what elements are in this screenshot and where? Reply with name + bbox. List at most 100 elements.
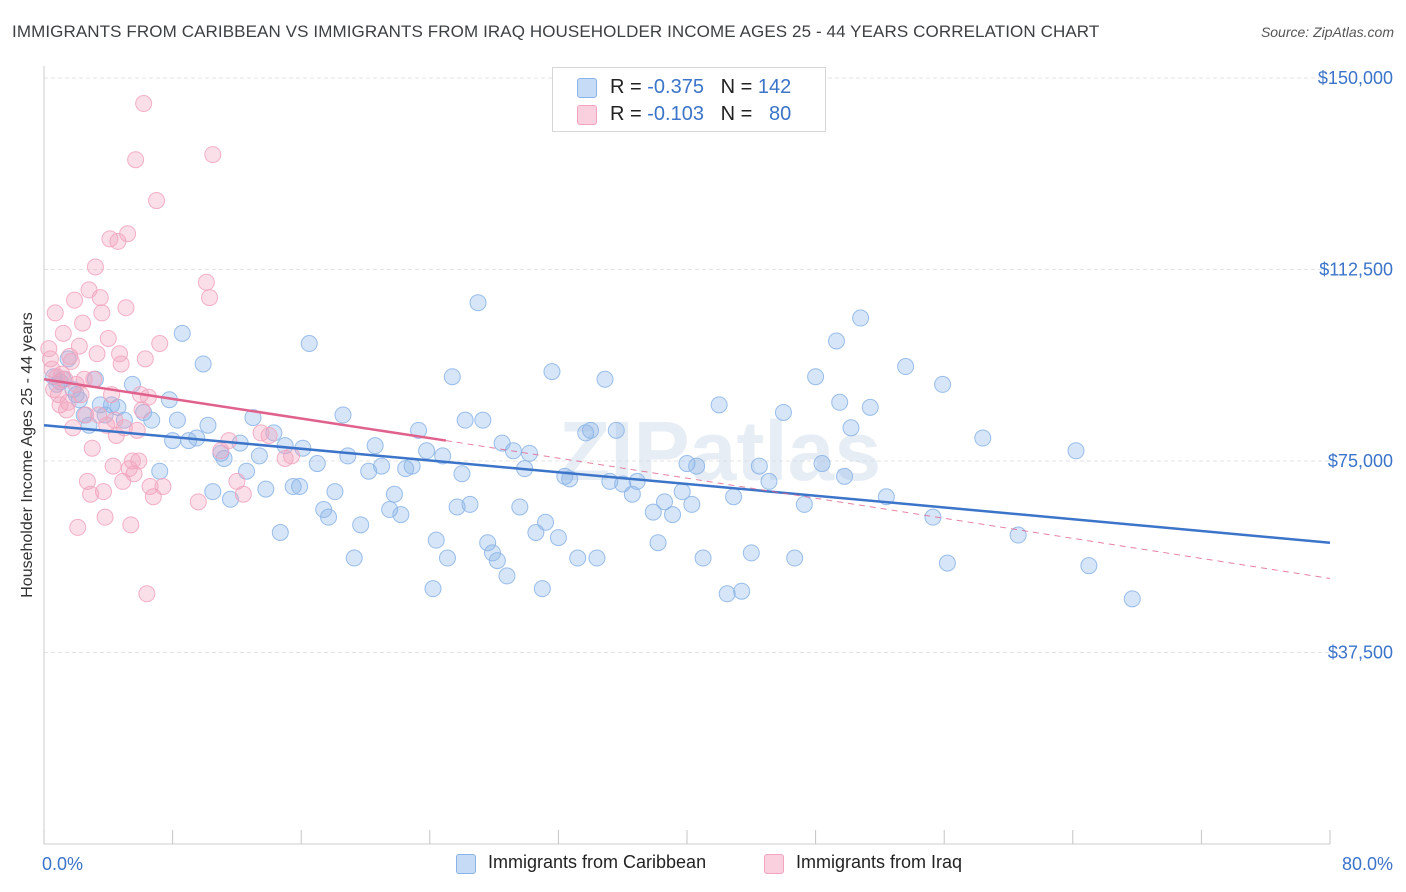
caribbean-point xyxy=(424,580,442,598)
legend-r-label: R = xyxy=(610,76,648,98)
caribbean-swatch xyxy=(577,78,597,98)
iraq-point xyxy=(104,457,122,475)
legend-r-label: R = xyxy=(610,103,648,125)
caribbean-point xyxy=(339,447,357,465)
caribbean-point xyxy=(649,534,667,552)
caribbean-point xyxy=(360,462,378,480)
caribbean-point xyxy=(265,424,283,442)
caribbean-point xyxy=(861,398,879,416)
y-tick-label: $37,500 xyxy=(1328,643,1393,663)
iraq-point xyxy=(117,299,135,317)
caribbean-point xyxy=(456,411,474,429)
iraq-point xyxy=(119,225,137,243)
caribbean-point xyxy=(373,457,391,475)
caribbean-point xyxy=(760,472,778,490)
legend-n-value: 80 xyxy=(769,103,792,125)
caribbean-point xyxy=(199,416,217,434)
caribbean-point xyxy=(469,294,487,312)
iraq-point xyxy=(197,273,215,291)
iraq-point xyxy=(283,447,301,465)
y-tick-label: $150,000 xyxy=(1318,68,1393,88)
iraq-point xyxy=(86,258,104,276)
caribbean-point xyxy=(786,549,804,567)
caribbean-point xyxy=(448,498,466,516)
legend-r-value: -0.103 xyxy=(647,103,704,125)
iraq-point xyxy=(130,452,148,470)
caribbean-point xyxy=(352,516,370,534)
caribbean-point xyxy=(664,506,682,524)
caribbean-point xyxy=(924,508,942,526)
iraq-point xyxy=(74,314,92,332)
caribbean-point xyxy=(164,432,182,450)
caribbean-trend-line xyxy=(43,424,1331,544)
caribbean-point xyxy=(683,495,701,513)
caribbean-point xyxy=(533,580,551,598)
caribbean-point xyxy=(827,332,845,350)
caribbean-point xyxy=(582,421,600,439)
caribbean-point xyxy=(934,375,952,393)
iraq-point xyxy=(96,508,114,526)
caribbean-point xyxy=(688,457,706,475)
iraq-point xyxy=(66,291,84,309)
caribbean-point xyxy=(385,485,403,503)
correlation-legend: R = -0.375 N = 142 R = -0.103 N = 80 xyxy=(552,67,826,132)
caribbean-point xyxy=(498,567,516,585)
trend-lines xyxy=(43,378,1331,579)
bottom-legend-iraq-label: Immigrants from Iraq xyxy=(796,852,963,872)
caribbean-points xyxy=(45,294,1141,608)
iraq-point xyxy=(189,493,207,511)
caribbean-point xyxy=(1123,590,1141,608)
caribbean-point xyxy=(151,462,169,480)
caribbean-point xyxy=(300,335,318,353)
iraq-point xyxy=(91,289,109,307)
iraq-point xyxy=(70,337,88,355)
bottom-legend-caribbean-label: Immigrants from Caribbean xyxy=(488,852,707,872)
legend-n-value: 142 xyxy=(757,76,792,98)
iraq-point xyxy=(88,345,106,363)
caribbean-point xyxy=(1067,442,1085,460)
iraq-point xyxy=(128,421,146,439)
caribbean-point xyxy=(381,501,399,519)
caribbean-point xyxy=(443,368,461,386)
chart-title: IMMIGRANTS FROM CARIBBEAN VS IMMIGRANTS … xyxy=(12,22,1100,41)
iraq-point xyxy=(94,483,112,501)
iraq-point xyxy=(59,393,77,411)
iraq-point xyxy=(138,585,156,603)
caribbean-point xyxy=(725,488,743,506)
caribbean-point xyxy=(1080,557,1098,575)
caribbean-point xyxy=(250,447,268,465)
iraq-swatch xyxy=(764,854,784,874)
y-tick-label: $112,500 xyxy=(1319,260,1393,280)
caribbean-point xyxy=(543,363,561,381)
caribbean-point xyxy=(291,478,309,496)
iraq-point xyxy=(69,518,87,536)
caribbean-point xyxy=(607,421,625,439)
iraq-point xyxy=(112,355,130,373)
iraq-trend-line xyxy=(43,378,447,442)
iraq-swatch xyxy=(577,105,597,125)
iraq-points xyxy=(40,95,301,603)
y-tick-label: $75,000 xyxy=(1328,451,1393,471)
caribbean-point xyxy=(511,498,529,516)
caribbean-point xyxy=(173,324,191,342)
caribbean-point xyxy=(831,393,849,411)
caribbean-point xyxy=(678,455,696,473)
caribbean-point xyxy=(813,455,831,473)
caribbean-point xyxy=(418,442,436,460)
caribbean-point xyxy=(623,485,641,503)
caribbean-point xyxy=(204,483,222,501)
iraq-point xyxy=(72,386,90,404)
iraq-point xyxy=(93,304,111,322)
caribbean-point xyxy=(168,411,186,429)
iraq-point xyxy=(46,304,64,322)
caribbean-point xyxy=(974,429,992,447)
caribbean-point xyxy=(334,406,352,424)
caribbean-point xyxy=(710,396,728,414)
iraq-point xyxy=(260,426,278,444)
source-credit: Source: ZipAtlas.com xyxy=(1260,24,1394,40)
caribbean-point xyxy=(308,455,326,473)
caribbean-point xyxy=(774,403,792,421)
iraq-point xyxy=(122,516,140,534)
iraq-point xyxy=(125,465,143,483)
caribbean-point xyxy=(836,467,854,485)
